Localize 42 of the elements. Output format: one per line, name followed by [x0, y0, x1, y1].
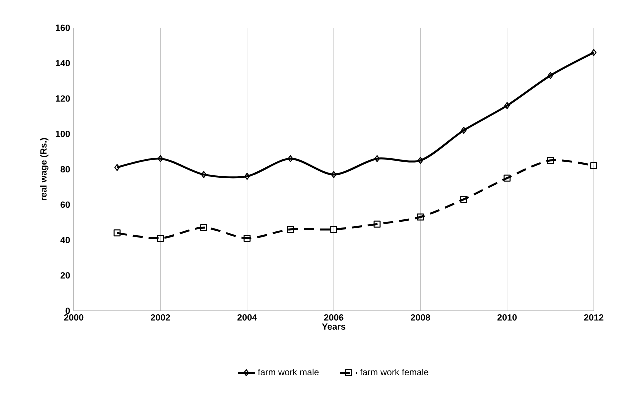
y-tick-label: 120	[56, 96, 70, 102]
point	[547, 157, 554, 164]
y-tick-label: 40	[60, 237, 70, 244]
point	[201, 171, 207, 178]
point	[287, 226, 294, 234]
y-tick-label: 20	[60, 272, 70, 279]
y-tick-label: 80	[60, 166, 70, 173]
x-tick-label: 2012	[584, 314, 604, 321]
point	[504, 102, 510, 110]
point	[460, 196, 468, 204]
point	[330, 226, 338, 234]
y-tick-label: 60	[60, 202, 70, 208]
point	[590, 162, 598, 170]
point	[331, 171, 337, 178]
point	[288, 155, 294, 162]
y-tick-label: 160	[56, 24, 70, 32]
x-axis-title: Years	[322, 324, 346, 330]
y-tick-label: 0	[66, 308, 70, 314]
point	[244, 173, 250, 180]
point	[374, 220, 381, 228]
point	[114, 230, 121, 237]
point	[548, 72, 554, 80]
x-tick-label: 2004	[238, 314, 258, 321]
point	[417, 214, 424, 221]
point	[504, 174, 511, 182]
y-axis-title: real wage (Rs.)	[40, 138, 49, 201]
point	[461, 127, 467, 134]
y-tick-label: 100	[56, 130, 70, 138]
point	[244, 234, 251, 242]
point	[157, 234, 164, 242]
x-tick-label: 2006	[324, 314, 344, 321]
point	[418, 157, 424, 164]
x-tick-label: 2010	[498, 314, 517, 321]
point	[200, 224, 208, 232]
x-tick-label: 2002	[151, 314, 170, 321]
legend-label: farm work male	[258, 368, 319, 376]
legend-label: farm work female	[360, 368, 429, 376]
x-tick-label: 2008	[411, 314, 430, 321]
x-tick-label: 2000	[64, 314, 84, 321]
point	[158, 155, 164, 162]
point	[374, 155, 380, 162]
y-tick-label: 140	[56, 60, 70, 67]
